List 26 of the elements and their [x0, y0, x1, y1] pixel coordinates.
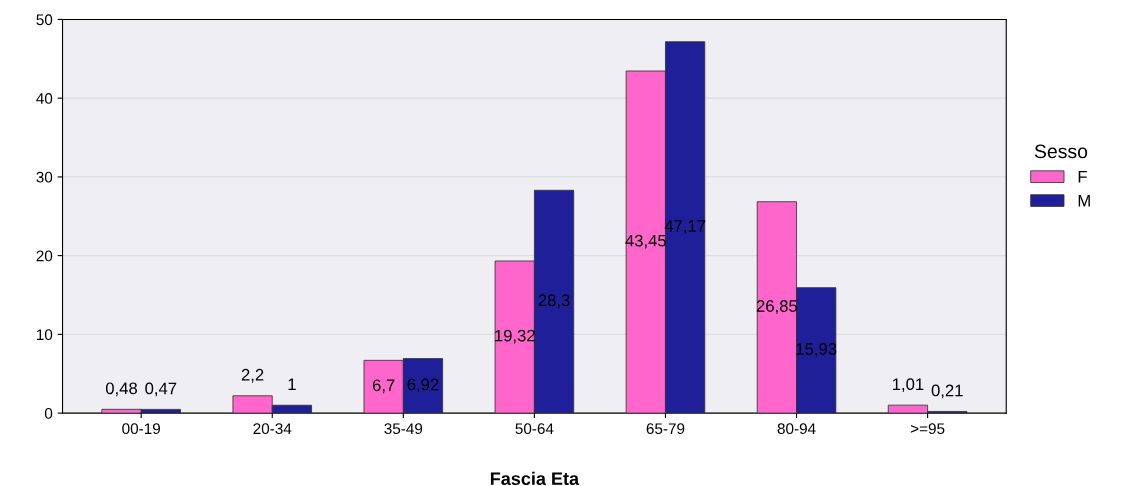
legend-label: F [1078, 171, 1087, 183]
x-axis-title: Fascia Eta [490, 471, 580, 486]
y-tick-label: 30 [36, 171, 53, 183]
x-tick-label: 00-19 [122, 423, 160, 435]
data-label: 0,47 [145, 382, 177, 397]
data-label: 0,21 [931, 384, 963, 399]
data-label: 1 [288, 378, 296, 390]
data-label: 0,48 [105, 382, 138, 397]
y-tick-label: 20 [36, 250, 53, 262]
data-label: 28,3 [538, 294, 570, 309]
x-tick-label: 65-79 [646, 423, 685, 435]
data-label: 6,92 [407, 378, 439, 393]
x-tick-label: 20-34 [253, 423, 292, 435]
y-tick-label: 50 [36, 14, 53, 26]
y-tick-label: 0 [44, 407, 53, 419]
legend-label: M [1078, 194, 1090, 207]
x-tick-label: 50-64 [515, 423, 554, 435]
y-tick-label: 40 [36, 93, 53, 104]
data-label: 6,7 [372, 379, 395, 394]
x-tick-label: >=95 [910, 423, 945, 435]
legend-title: Sesso [1034, 144, 1088, 159]
x-tick-label: 80-94 [777, 423, 816, 435]
y-tick-label: 10 [36, 329, 53, 341]
data-label: 2,2 [241, 368, 264, 383]
data-label: 1,01 [893, 378, 924, 393]
x-tick-label: 35-49 [384, 423, 423, 435]
